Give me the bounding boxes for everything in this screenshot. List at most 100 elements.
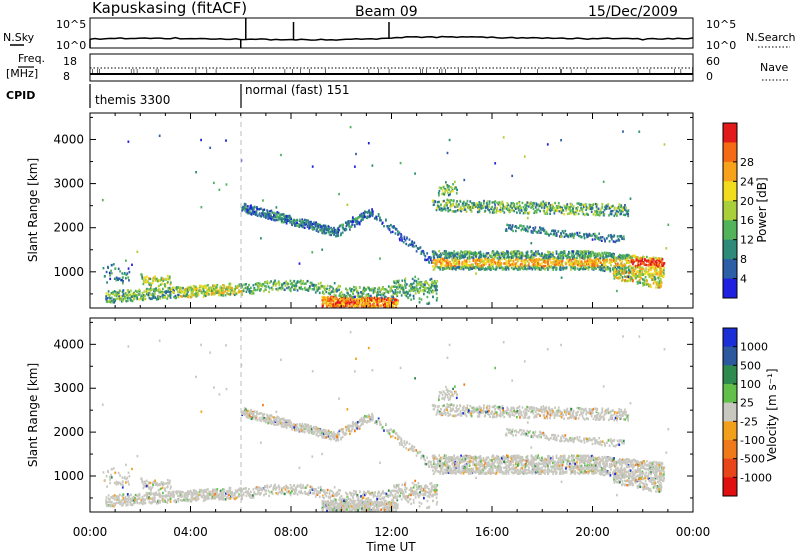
power-cell [595, 210, 597, 213]
power-cell [159, 288, 161, 291]
power-cell [634, 256, 636, 259]
power-cell [149, 293, 151, 296]
power-cell [460, 255, 463, 258]
power-cell [449, 199, 452, 202]
power-cell [618, 209, 621, 212]
power-cell [339, 295, 342, 298]
power-cell [578, 231, 581, 235]
power-cell [380, 304, 383, 307]
velocity-cell [123, 499, 126, 502]
power-cell [526, 225, 529, 228]
power-cell [387, 227, 390, 230]
power-cell [276, 211, 279, 214]
power-cell [188, 294, 191, 297]
power-cell [488, 258, 490, 261]
power-cell [470, 252, 473, 256]
power-cell [227, 286, 230, 290]
power-cell [563, 250, 566, 253]
power-cell [354, 301, 357, 304]
power-cell [498, 266, 501, 269]
power-cell [497, 262, 499, 266]
power-cell [204, 294, 207, 298]
power-cell [455, 257, 457, 261]
power-cell [437, 191, 440, 195]
power-cell [652, 282, 655, 285]
power-cell [404, 279, 406, 282]
power-cell [250, 286, 252, 289]
power-cell [591, 259, 593, 262]
power-cell [635, 277, 637, 280]
power-cell [248, 288, 251, 291]
power-cell [114, 299, 116, 302]
power-cell [426, 281, 429, 284]
power-cell [384, 302, 386, 306]
power-cell [575, 209, 578, 212]
power-cell [462, 265, 465, 269]
power-cell [588, 206, 591, 209]
power-cell [574, 213, 577, 216]
power-cell [346, 203, 349, 206]
power-cell [220, 288, 223, 291]
power-cell [354, 288, 357, 291]
power-cell [456, 262, 459, 265]
power-cell [523, 225, 525, 228]
power-cell [294, 219, 297, 222]
power-cell [599, 213, 602, 216]
power-cell [393, 280, 395, 283]
power-cell [520, 262, 523, 266]
power-cell [593, 234, 596, 237]
power-cell [257, 282, 260, 285]
power-cell [158, 284, 160, 288]
power-cell [150, 285, 152, 288]
power-cell [626, 256, 629, 260]
power-cell [400, 235, 402, 239]
power-cell [477, 267, 480, 270]
power-cell [552, 229, 554, 232]
power-cell [399, 161, 402, 165]
power-cell [162, 296, 164, 299]
power-cell [438, 208, 441, 211]
power-cell [658, 284, 661, 287]
power-cell [571, 261, 574, 264]
power-cell [346, 291, 349, 295]
power-cell [618, 270, 621, 274]
nsky-spikes [89, 18, 390, 48]
power-cell [263, 208, 266, 211]
power-cell [447, 265, 450, 269]
power-cell [435, 284, 438, 288]
velocity-cell [124, 501, 127, 505]
power-cell [585, 205, 588, 209]
power-cell [425, 281, 427, 284]
power-cell [621, 279, 623, 282]
power-cell [361, 297, 364, 301]
power-cell [410, 241, 413, 244]
power-cell [567, 260, 570, 264]
power-cell [530, 258, 533, 261]
power-cell [408, 284, 411, 287]
power-cell [323, 296, 325, 299]
power-cell [162, 294, 165, 297]
power-cell [193, 293, 196, 296]
power-cell [584, 204, 586, 207]
y-tick-label: 2000 [53, 221, 84, 235]
power-cell [438, 254, 441, 257]
power-cell [655, 263, 658, 267]
power-cell [304, 221, 307, 225]
power-cell [369, 211, 372, 214]
power-cell [465, 266, 468, 270]
power-cell [496, 257, 499, 260]
power-cell [131, 292, 134, 295]
power-cell [539, 254, 542, 257]
power-cell [502, 250, 505, 254]
power-cell [631, 266, 633, 270]
velocity-cell [122, 496, 125, 500]
power-frame [89, 112, 694, 309]
power-cell [249, 207, 252, 210]
power-cell [618, 258, 621, 261]
power-cell [229, 293, 232, 296]
power-cell [587, 256, 590, 259]
power-cell [309, 225, 311, 228]
power-cell [260, 215, 263, 218]
power-cell [115, 279, 118, 282]
power-cell [597, 236, 600, 240]
